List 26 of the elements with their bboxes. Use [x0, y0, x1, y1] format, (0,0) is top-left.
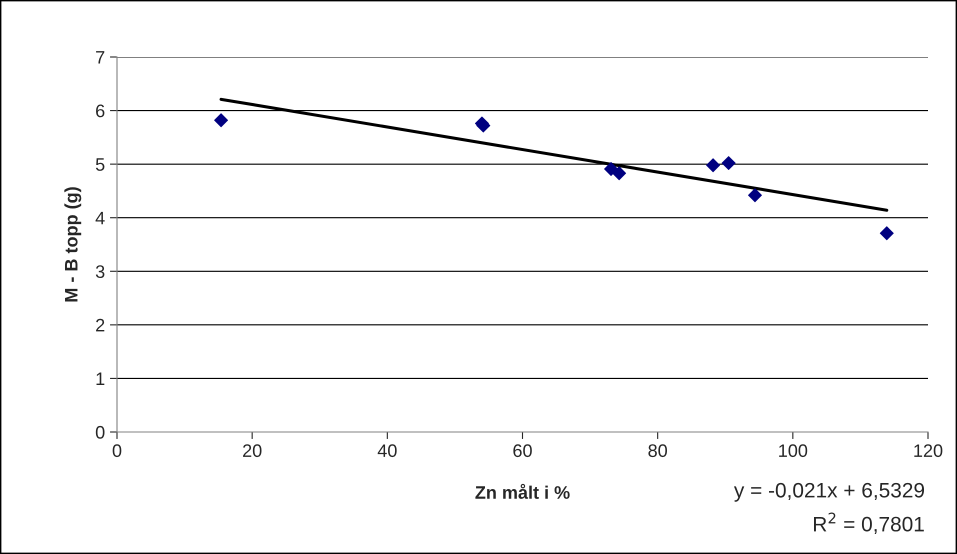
point [214, 113, 228, 128]
x-tick-label: 100 [779, 444, 808, 458]
x-tick-label: 0 [112, 444, 122, 458]
y-tick-label: 0 [96, 426, 104, 439]
point [706, 158, 720, 172]
x-tick-label: 80 [648, 444, 668, 458]
y-tick-label: 5 [96, 158, 104, 171]
text: y = -0,021x + 6,5329 [734, 482, 924, 502]
x-axis-title: Zn målt i % [475, 484, 570, 499]
point [880, 226, 894, 240]
y-axis-title: M - B topp (g) [64, 187, 82, 302]
x-tick-label: 60 [513, 444, 532, 458]
point [604, 162, 618, 176]
y-tick-label: 4 [96, 212, 105, 224]
point [722, 156, 736, 170]
y-tick-label: 1 [96, 372, 104, 385]
y-tick-label: 3 [96, 265, 104, 278]
y-tick-label: 6 [96, 104, 104, 118]
x-tick-label: 120 [914, 444, 942, 458]
x-tick-label: 20 [243, 444, 262, 458]
y-tick-label: 2 [96, 318, 104, 332]
x-tick-label: 40 [378, 444, 397, 458]
point [748, 188, 762, 202]
point [612, 166, 626, 180]
text: R$^{2}$ = 0,7801 [814, 512, 924, 534]
y-tick-label: 7 [96, 51, 104, 64]
